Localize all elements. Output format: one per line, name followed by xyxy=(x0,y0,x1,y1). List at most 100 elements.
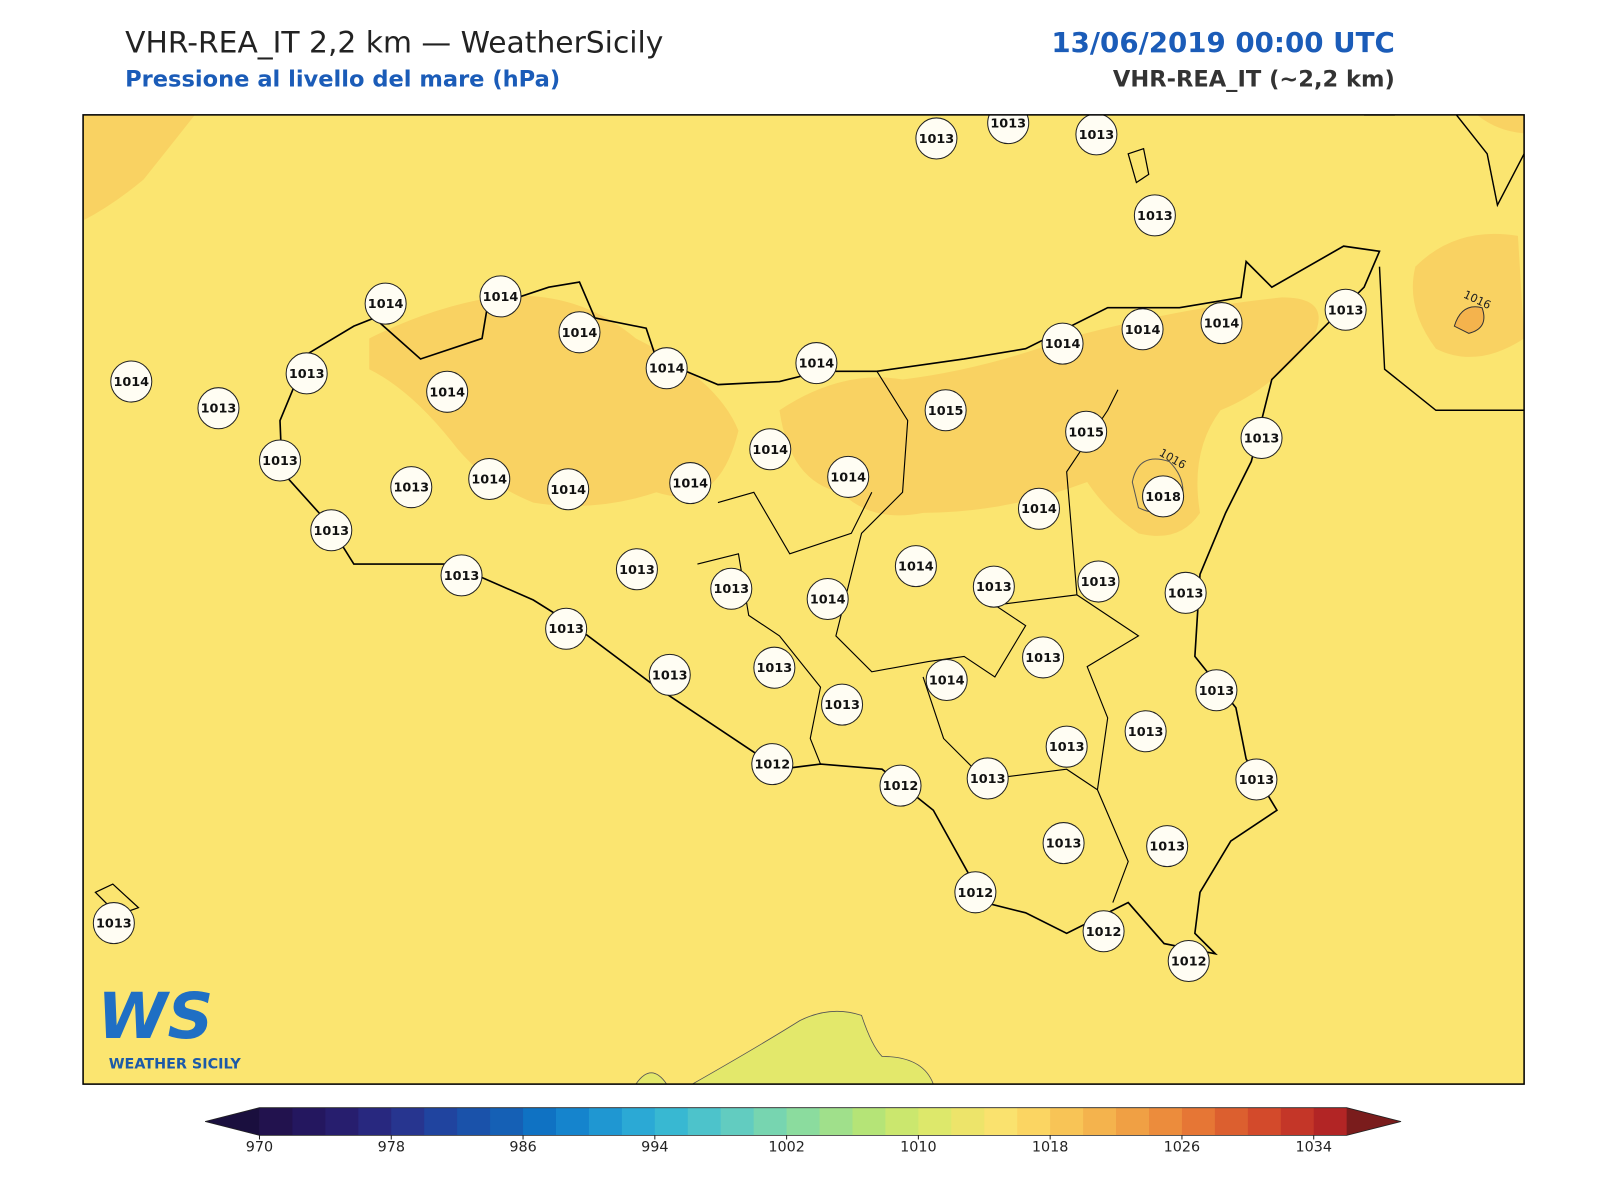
station-value: 1013 xyxy=(1046,837,1082,852)
station-marker xyxy=(669,462,712,505)
station-value: 1013 xyxy=(393,481,429,496)
colorbar: 970 978 986 994 1002 1010 1018 1026 1034 xyxy=(205,1107,1402,1156)
station-value: 1013 xyxy=(757,661,793,676)
isobar xyxy=(1453,306,1485,334)
colorbar-bin xyxy=(1148,1107,1183,1136)
colorbar-bin xyxy=(1181,1107,1216,1136)
station-marker xyxy=(1142,475,1185,518)
station-value: 1014 xyxy=(649,362,685,377)
colorbar-bin xyxy=(490,1107,524,1136)
colorbar-bin xyxy=(1214,1107,1249,1136)
station-value: 1013 xyxy=(1328,303,1364,318)
colorbar-tick-label: 986 xyxy=(509,1140,536,1156)
station-marker xyxy=(1075,114,1118,156)
colorbar-bin xyxy=(1247,1107,1282,1136)
colorbar-bin xyxy=(358,1107,392,1136)
colorbar-bin xyxy=(1083,1107,1117,1136)
station-marker xyxy=(648,653,691,696)
station-marker xyxy=(1164,571,1207,614)
station-marker xyxy=(364,282,407,325)
station-marker xyxy=(924,389,967,432)
map-background xyxy=(83,114,1525,1085)
pressure-zone xyxy=(369,295,739,506)
station-marker xyxy=(440,554,483,597)
colorbar-bin xyxy=(1313,1107,1348,1136)
logo-name: WEATHER SICILY xyxy=(109,1057,242,1073)
colorbar-bin xyxy=(786,1107,821,1136)
colorbar-bin xyxy=(1280,1107,1315,1136)
colorbar-tick-label: 970 xyxy=(246,1140,273,1156)
colorbar-bin xyxy=(885,1107,919,1136)
station-value: 1013 xyxy=(713,582,749,597)
station-value: 1013 xyxy=(1025,651,1061,666)
colorbar-bin xyxy=(555,1107,590,1136)
station-value: 1013 xyxy=(262,454,298,469)
station-marker xyxy=(1121,308,1164,351)
station-value: 1013 xyxy=(1137,209,1173,224)
station-value: 1013 xyxy=(548,622,584,637)
station-marker xyxy=(987,114,1030,145)
station-marker xyxy=(285,352,328,395)
station-marker xyxy=(479,275,522,318)
station-value: 1012 xyxy=(1171,955,1207,970)
station-value: 1013 xyxy=(1244,431,1280,446)
map-frame xyxy=(82,114,1525,1085)
datetime: 13/06/2019 00:00 UTC xyxy=(1051,26,1394,59)
station-marker xyxy=(925,658,968,702)
colorbar-under xyxy=(205,1107,260,1136)
colorbar-tick-label: 978 xyxy=(378,1140,405,1156)
colorbar-bin xyxy=(852,1107,886,1136)
station-value: 1015 xyxy=(1068,425,1104,440)
station-marker xyxy=(1146,825,1189,868)
station-marker xyxy=(749,428,792,471)
colorbar-bin xyxy=(984,1107,1018,1136)
colorbar-bin xyxy=(918,1107,952,1136)
station-value: 1012 xyxy=(754,758,790,773)
station-marker xyxy=(615,548,658,591)
station-marker xyxy=(1133,194,1176,237)
colorbar-bin xyxy=(1017,1107,1051,1136)
station-marker xyxy=(915,117,958,160)
station-value: 1013 xyxy=(1199,684,1235,699)
station-value: 1013 xyxy=(970,772,1006,787)
colorbar-tick-label: 1002 xyxy=(768,1140,805,1156)
station-marker xyxy=(1124,710,1167,753)
colorbar-bin xyxy=(720,1107,755,1136)
station-value: 1014 xyxy=(483,290,519,305)
logo: WS WEATHER SICILY xyxy=(97,979,241,1073)
colorbar-bin xyxy=(325,1107,359,1136)
station-value: 1014 xyxy=(1045,337,1081,352)
subtitle: Pressione al livello del mare (hPa) xyxy=(125,67,560,93)
colorbar-over xyxy=(1346,1107,1402,1136)
province-border xyxy=(697,370,1140,903)
colorbar-bin xyxy=(621,1107,656,1136)
station-value: 1013 xyxy=(1239,773,1275,788)
station-value: 1013 xyxy=(96,917,132,932)
station-marker xyxy=(468,457,511,500)
station-marker xyxy=(972,565,1015,608)
station-marker xyxy=(1022,636,1065,679)
station-value: 1013 xyxy=(1049,740,1085,755)
station-marker xyxy=(751,743,794,786)
station-value: 1013 xyxy=(652,668,688,683)
station-value: 1014 xyxy=(550,483,586,498)
coastline xyxy=(1364,114,1525,411)
station-marker xyxy=(547,468,590,511)
station-marker xyxy=(753,646,796,689)
colorbar-tick-label: 1034 xyxy=(1295,1140,1332,1156)
coastline xyxy=(279,245,1381,956)
station-value: 1013 xyxy=(444,569,480,584)
station-value: 1014 xyxy=(113,375,149,390)
colorbar-bin xyxy=(687,1107,722,1136)
colorbar-bin xyxy=(1116,1107,1150,1136)
station-marker xyxy=(1042,822,1085,865)
station-marker xyxy=(1235,758,1278,801)
station-value: 1014 xyxy=(830,470,866,485)
colorbar-bin xyxy=(819,1107,854,1136)
station-value: 1013 xyxy=(990,117,1026,132)
colorbar-bin xyxy=(588,1107,623,1136)
station-marker xyxy=(879,764,922,807)
station-value: 1014 xyxy=(1204,317,1240,332)
station-value: 1014 xyxy=(368,297,404,312)
station-marker xyxy=(92,902,135,945)
